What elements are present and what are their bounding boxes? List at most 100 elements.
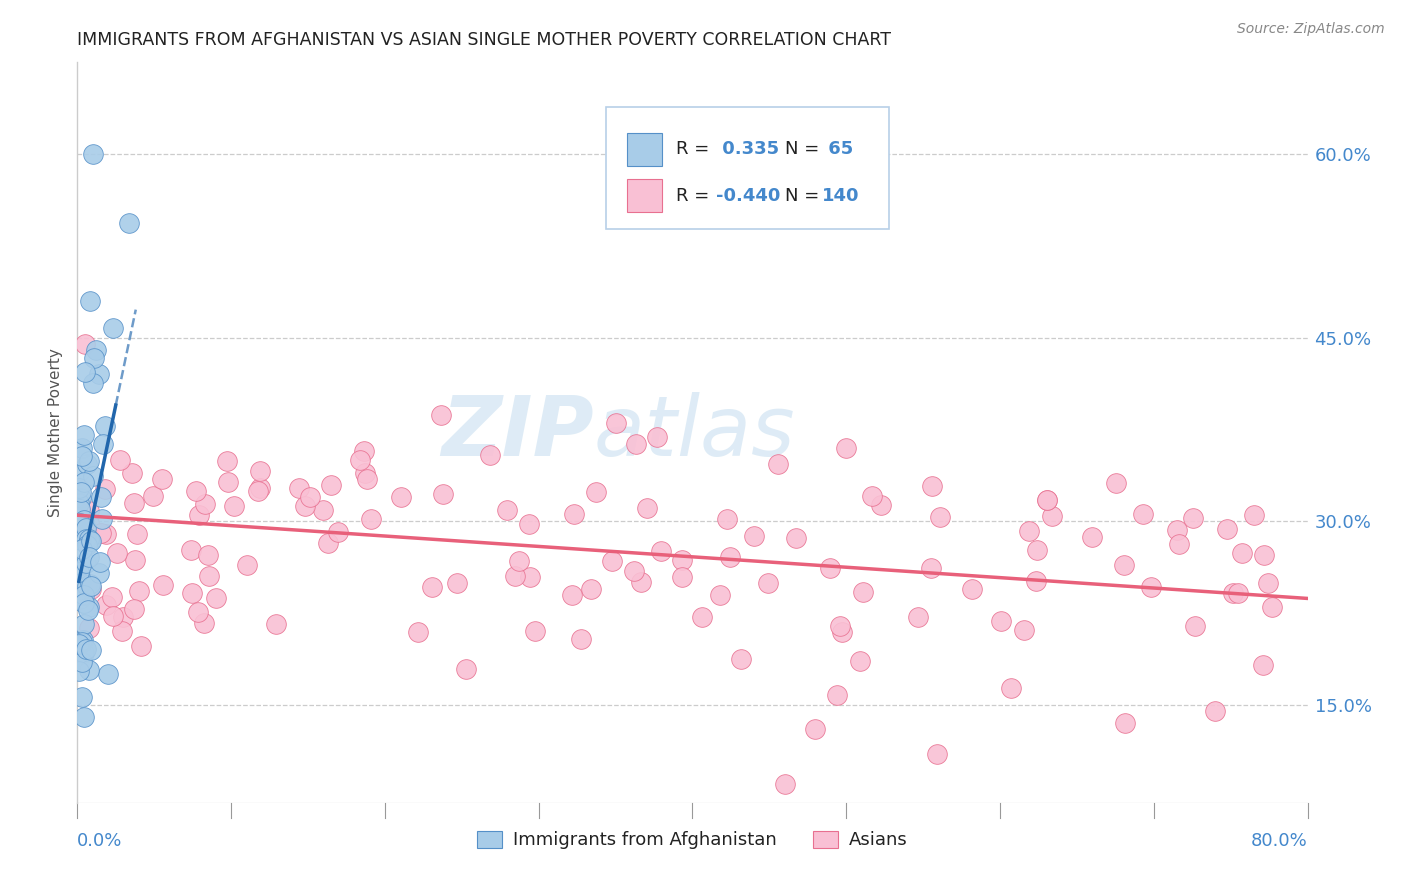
Point xyxy=(124,552,146,566)
Point xyxy=(91,436,114,450)
Point xyxy=(1257,576,1279,591)
Point xyxy=(773,777,796,791)
Point xyxy=(79,534,101,549)
Point xyxy=(835,441,858,455)
Point xyxy=(623,564,645,578)
Point xyxy=(101,590,124,604)
Text: Source: ZipAtlas.com: Source: ZipAtlas.com xyxy=(1237,22,1385,37)
Point xyxy=(84,343,107,357)
Point xyxy=(920,560,942,574)
Point xyxy=(825,688,848,702)
Point xyxy=(94,527,117,541)
Point xyxy=(1081,529,1104,543)
Point xyxy=(187,508,209,522)
Point xyxy=(77,603,100,617)
Point xyxy=(80,579,103,593)
Point xyxy=(110,453,132,467)
Point xyxy=(69,533,91,548)
Point xyxy=(503,569,526,583)
Point xyxy=(1114,715,1136,730)
Point xyxy=(73,646,96,660)
Point xyxy=(420,580,443,594)
Point xyxy=(75,365,97,379)
Point xyxy=(80,534,103,549)
Point xyxy=(831,624,853,639)
Point xyxy=(294,499,316,513)
Point xyxy=(1132,507,1154,521)
Point xyxy=(76,579,98,593)
Point xyxy=(1105,476,1128,491)
Point xyxy=(517,517,540,532)
Point xyxy=(103,609,125,624)
Point xyxy=(122,495,145,509)
Point xyxy=(79,577,101,591)
Point xyxy=(990,614,1012,628)
Point xyxy=(67,565,90,579)
Point xyxy=(311,503,333,517)
Point xyxy=(1168,537,1191,551)
Point xyxy=(430,408,453,422)
Point xyxy=(70,575,93,590)
Point xyxy=(326,524,349,539)
Point xyxy=(319,478,342,492)
Point xyxy=(1012,623,1035,637)
Text: R =: R = xyxy=(676,186,716,204)
Point xyxy=(197,569,219,583)
Point xyxy=(118,216,141,230)
Point xyxy=(730,652,752,666)
Point xyxy=(756,576,779,591)
Text: N =: N = xyxy=(785,140,825,158)
Point xyxy=(389,490,412,504)
Point xyxy=(624,436,647,450)
Point xyxy=(1181,511,1204,525)
Point xyxy=(67,637,90,651)
Text: 65: 65 xyxy=(821,140,853,158)
Point xyxy=(236,558,259,573)
Point xyxy=(75,642,97,657)
Point xyxy=(77,503,100,517)
Point xyxy=(690,610,713,624)
Point xyxy=(82,376,104,391)
Point xyxy=(1243,508,1265,523)
Point xyxy=(77,516,100,531)
Point xyxy=(75,521,97,535)
Point xyxy=(820,561,842,575)
Point xyxy=(72,633,94,648)
Point xyxy=(77,532,100,546)
Point xyxy=(925,747,948,761)
Point xyxy=(77,599,100,614)
Point xyxy=(70,558,93,572)
Point xyxy=(508,554,530,568)
Point xyxy=(184,484,207,499)
Point xyxy=(454,662,477,676)
Point xyxy=(852,584,875,599)
Point xyxy=(80,642,103,657)
Point xyxy=(73,616,96,631)
Point xyxy=(785,531,807,545)
Point xyxy=(77,454,100,468)
Point xyxy=(1140,580,1163,594)
Point xyxy=(150,472,173,486)
Point xyxy=(77,522,100,536)
Point xyxy=(496,503,519,517)
Point xyxy=(353,466,375,480)
Point xyxy=(1204,704,1226,718)
FancyBboxPatch shape xyxy=(606,107,890,229)
Point xyxy=(1166,524,1188,538)
Point xyxy=(152,578,174,592)
Point xyxy=(636,500,658,515)
Point xyxy=(187,605,209,619)
Point xyxy=(112,610,135,624)
Point xyxy=(828,619,851,633)
Point xyxy=(432,486,454,500)
Point xyxy=(921,478,943,492)
Point xyxy=(75,532,97,546)
Text: 0.335: 0.335 xyxy=(716,140,779,158)
Point xyxy=(1112,558,1135,572)
Point xyxy=(89,555,111,569)
Point xyxy=(1184,619,1206,633)
Point xyxy=(353,444,375,458)
Point xyxy=(82,468,104,483)
Point xyxy=(479,448,502,462)
Point xyxy=(869,498,891,512)
